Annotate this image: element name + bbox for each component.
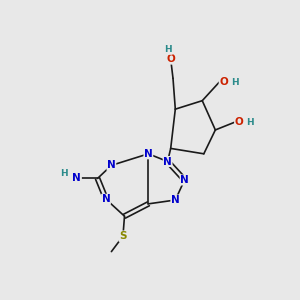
Text: S: S: [119, 231, 127, 241]
Text: O: O: [235, 117, 243, 127]
Text: O: O: [219, 77, 228, 87]
Text: N: N: [163, 157, 172, 166]
Text: H: H: [165, 45, 172, 54]
Text: H: H: [60, 169, 68, 178]
Text: O: O: [166, 54, 175, 64]
Text: N: N: [107, 160, 116, 170]
Text: N: N: [72, 173, 81, 184]
Text: N: N: [72, 173, 81, 184]
Text: N: N: [171, 195, 180, 205]
Text: H: H: [231, 78, 239, 87]
Text: H: H: [246, 118, 254, 127]
Text: S: S: [119, 231, 127, 241]
Text: N: N: [102, 194, 110, 204]
Text: N: N: [144, 149, 153, 159]
Text: N: N: [180, 175, 189, 185]
